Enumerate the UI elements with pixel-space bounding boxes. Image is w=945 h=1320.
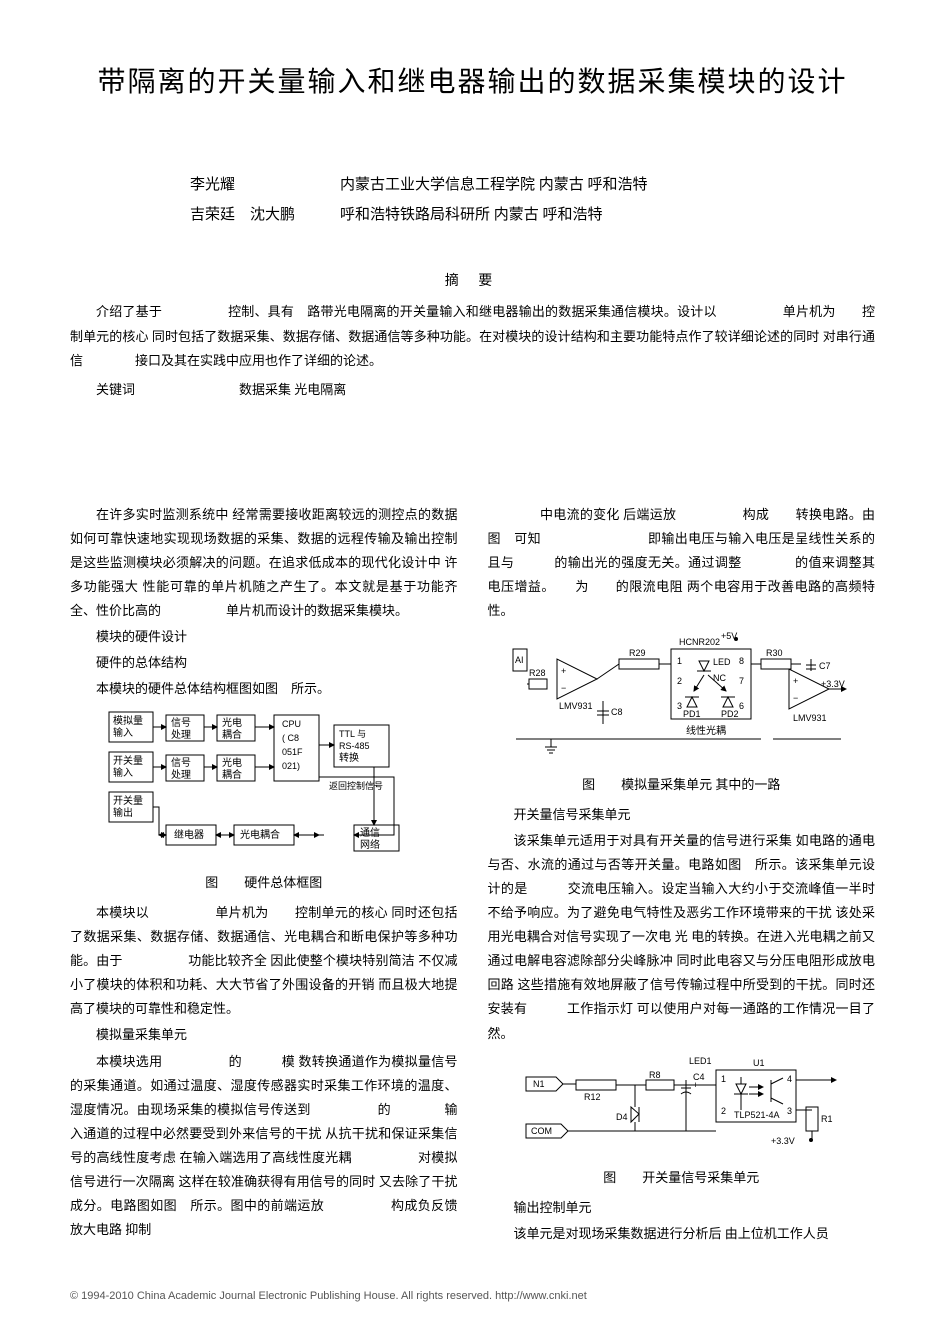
svg-text:HCNR202: HCNR202 xyxy=(679,637,720,647)
right-p3: 该单元是对现场采集数据进行分析后 由上位机工作人员 xyxy=(488,1222,876,1246)
svg-text:−: − xyxy=(793,693,798,703)
svg-text:+3.3V: +3.3V xyxy=(771,1136,795,1146)
left-p2: 本模块的硬件总体结构框图如图 所示。 xyxy=(70,677,458,701)
svg-text:PD2: PD2 xyxy=(721,709,739,719)
author-affil-2: 呼和浩特铁路局科研所 内蒙古 呼和浩特 xyxy=(340,200,603,230)
svg-text:−: − xyxy=(561,683,566,693)
svg-text:D4: D4 xyxy=(616,1112,628,1122)
svg-text:转换: 转换 xyxy=(339,751,359,764)
svg-text:051F: 051F xyxy=(282,747,303,757)
svg-text:4: 4 xyxy=(787,1074,792,1084)
left-p1: 在许多实时监测系统中 经常需要接收距离较远的测控点的数据 如何可靠快速地实现现场… xyxy=(70,503,458,623)
fig2-caption: 图 模拟量采集单元 其中的一路 xyxy=(488,773,876,797)
svg-text:1: 1 xyxy=(721,1074,726,1084)
svg-text:+3.3V: +3.3V xyxy=(821,679,845,689)
fig1-caption: 图 硬件总体框图 xyxy=(70,871,458,895)
left-p4: 本模块选用 的 模 数转换通道作为模拟量信号的采集通道。如通过温度、湿度传感器实… xyxy=(70,1050,458,1242)
right-p1: 中电流的变化 后端运放 构成 转换电路。由图 可知 即输出电压与输入电压是呈线性… xyxy=(488,503,876,623)
svg-text:7: 7 xyxy=(739,676,744,686)
svg-text:C4: C4 xyxy=(693,1072,705,1082)
figure-2: AI R28 + − LMV931 C8 R29 xyxy=(511,629,851,767)
svg-text:R30: R30 xyxy=(766,648,783,658)
abstract-body: 介绍了基于 控制、具有 路带光电隔离的开关量输入和继电器输出的数据采集通信模块。… xyxy=(70,300,875,374)
svg-text:2: 2 xyxy=(721,1106,726,1116)
left-p3: 本模块以 单片机为 控制单元的核心 同时还包括了数据采集、数据存储、数据通信、光… xyxy=(70,901,458,1021)
author-affil-1: 内蒙古工业大学信息工程学院 内蒙古 呼和浩特 xyxy=(340,170,648,200)
svg-text:RS-485: RS-485 xyxy=(339,741,370,751)
svg-text:CPU: CPU xyxy=(282,719,301,729)
right-h1: 开关量信号采集单元 xyxy=(488,803,876,827)
svg-text:6: 6 xyxy=(739,701,744,711)
svg-text:( C8: ( C8 xyxy=(282,733,299,743)
body-columns: 在许多实时监测系统中 经常需要接收距离较远的测控点的数据 如何可靠快速地实现现场… xyxy=(70,503,875,1248)
figure-3: N1 R12 D4 R8 + C4 LED1 xyxy=(521,1052,841,1160)
svg-text:021): 021) xyxy=(282,761,300,771)
svg-text:3: 3 xyxy=(787,1106,792,1116)
svg-text:LMV931: LMV931 xyxy=(559,701,593,711)
keywords: 关键词 数据采集 光电隔离 xyxy=(70,378,875,403)
right-column: 中电流的变化 后端运放 构成 转换电路。由图 可知 即输出电压与输入电压是呈线性… xyxy=(488,503,876,1248)
svg-text:8: 8 xyxy=(739,656,744,666)
left-h1: 模块的硬件设计 xyxy=(70,625,458,649)
svg-text:继电器: 继电器 xyxy=(174,828,204,841)
fig3-caption: 图 开关量信号采集单元 xyxy=(488,1166,876,1190)
left-h2: 硬件的总体结构 xyxy=(70,651,458,675)
svg-text:3: 3 xyxy=(677,701,682,711)
svg-text:R1: R1 xyxy=(821,1114,833,1124)
svg-text:C8: C8 xyxy=(611,707,623,717)
svg-text:R8: R8 xyxy=(649,1070,661,1080)
svg-text:光电耦合: 光电耦合 xyxy=(240,828,280,841)
right-p2: 该采集单元适用于对具有开关量的信号进行采集 如电路的通电与否、水流的通过与否等开… xyxy=(488,829,876,1045)
svg-text:LMV931: LMV931 xyxy=(793,713,827,723)
svg-text:+: + xyxy=(561,666,566,676)
svg-text:R29: R29 xyxy=(629,648,646,658)
svg-text:PD1: PD1 xyxy=(683,709,701,719)
paper-title: 带隔离的开关量输入和继电器输出的数据采集模块的设计 xyxy=(70,60,875,100)
svg-text:AI: AI xyxy=(515,655,524,665)
svg-text:R12: R12 xyxy=(584,1092,601,1102)
right-h2: 输出控制单元 xyxy=(488,1196,876,1220)
svg-text:C7: C7 xyxy=(819,661,831,671)
author-names-2: 吉荣廷 沈大鹏 xyxy=(190,200,340,230)
left-h3: 模拟量采集单元 xyxy=(70,1023,458,1047)
author-names-1: 李光耀 xyxy=(190,170,340,200)
svg-text:TTL 与: TTL 与 xyxy=(339,729,366,739)
svg-text:LED: LED xyxy=(713,657,731,667)
authors-block: 李光耀 内蒙古工业大学信息工程学院 内蒙古 呼和浩特 吉荣廷 沈大鹏 呼和浩特铁… xyxy=(190,170,875,230)
svg-text:光电耦合: 光电耦合 xyxy=(222,716,242,741)
svg-text:返回控制信号: 返回控制信号 xyxy=(329,780,383,791)
svg-text:N1: N1 xyxy=(533,1079,545,1089)
figure-1: 模拟量输入 信号处理 光电耦合 开关量输入 信号处理 光电耦合 开关量输出 继电… xyxy=(104,707,424,865)
svg-text:2: 2 xyxy=(677,676,682,686)
svg-text:+: + xyxy=(793,676,798,686)
svg-text:1: 1 xyxy=(677,656,682,666)
abstract-label: 摘 要 xyxy=(70,270,875,290)
svg-text:光电耦合: 光电耦合 xyxy=(222,756,242,781)
footer-copyright: © 1994-2010 China Academic Journal Elect… xyxy=(70,1290,875,1302)
svg-text:R28: R28 xyxy=(529,668,546,678)
svg-text:LED1: LED1 xyxy=(689,1056,712,1066)
svg-text:COM: COM xyxy=(531,1126,552,1136)
svg-text:U1: U1 xyxy=(753,1058,765,1068)
left-column: 在许多实时监测系统中 经常需要接收距离较远的测控点的数据 如何可靠快速地实现现场… xyxy=(70,503,458,1248)
svg-text:线性光耦: 线性光耦 xyxy=(686,724,726,737)
svg-text:TLP521-4A: TLP521-4A xyxy=(734,1110,780,1120)
